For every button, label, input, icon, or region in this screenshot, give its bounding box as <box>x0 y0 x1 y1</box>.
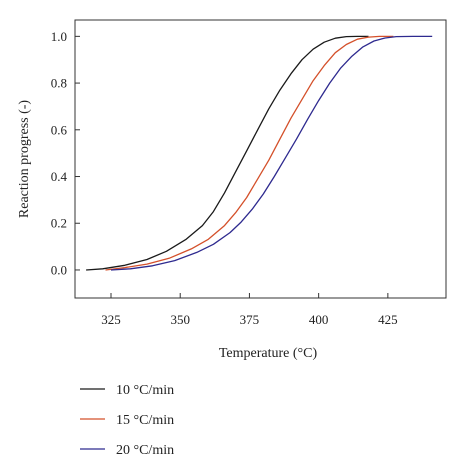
y-tick-label: 0.2 <box>51 216 67 231</box>
x-tick-label: 350 <box>170 312 190 327</box>
y-tick-label: 1.0 <box>51 29 67 44</box>
x-tick-label: 425 <box>378 312 398 327</box>
series-lines <box>86 35 433 271</box>
x-tick-label: 400 <box>309 312 329 327</box>
series-line <box>110 35 433 271</box>
series-line <box>105 35 394 271</box>
plot-frame <box>74 19 447 299</box>
legend-label: 20 °C/min <box>116 443 174 458</box>
x-axis-ticks: 325 350 375 400 425 <box>101 293 398 327</box>
x-tick-label: 375 <box>240 312 260 327</box>
y-tick-label: 0.6 <box>51 122 68 137</box>
y-tick-label: 0.8 <box>51 76 67 91</box>
legend-label: 15 °C/min <box>116 413 174 428</box>
series-line <box>86 35 369 271</box>
legend-label: 10 °C/min <box>116 383 174 398</box>
y-axis-title: Reaction progress (-) <box>17 100 32 219</box>
y-axis-ticks: 0.0 0.2 0.4 0.6 0.8 1.0 <box>51 29 80 277</box>
x-tick-label: 325 <box>101 312 121 327</box>
legend: 10 °C/min 15 °C/min 20 °C/min <box>80 383 174 458</box>
x-axis-title: Temperature (°C) <box>219 346 318 361</box>
y-tick-label: 0.0 <box>51 262 67 277</box>
y-tick-label: 0.4 <box>51 169 68 184</box>
